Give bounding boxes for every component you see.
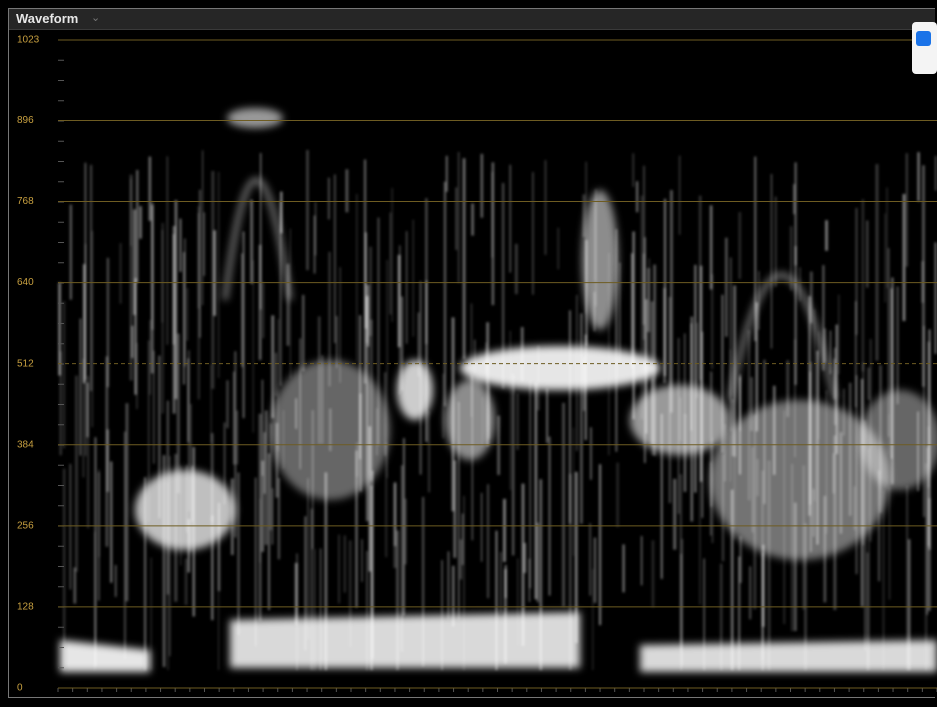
remote-icon-logo: [916, 31, 931, 46]
decoration: [0, 0, 937, 707]
remote-icon[interactable]: [912, 22, 937, 74]
